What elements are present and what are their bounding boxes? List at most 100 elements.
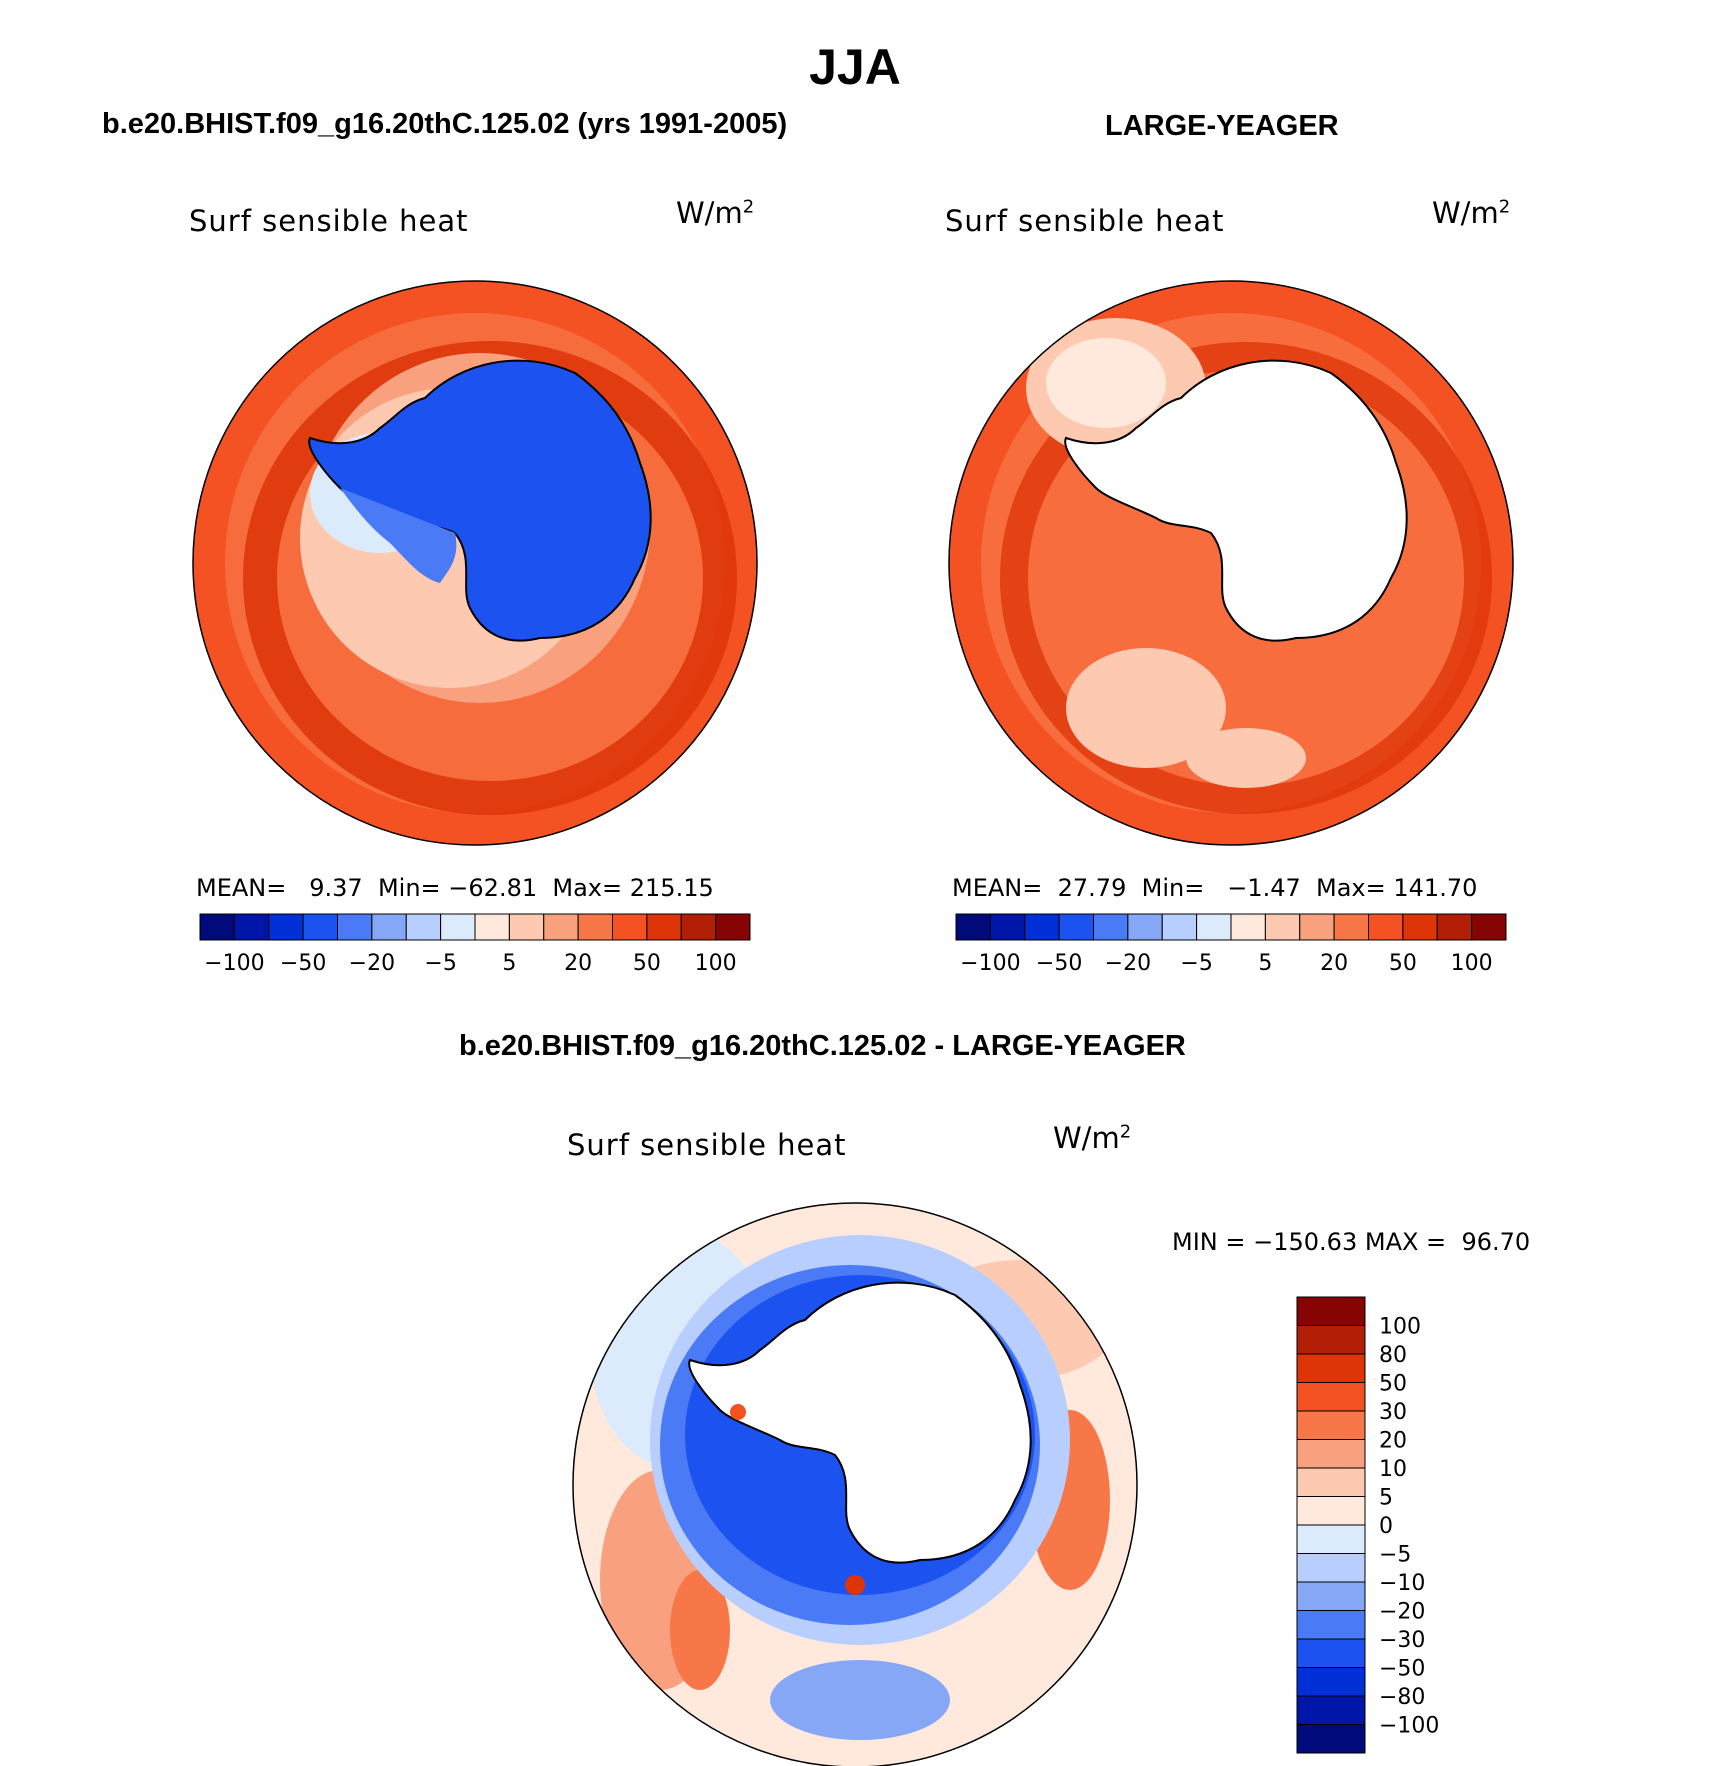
panel2-colorbar-box [1471,913,1507,941]
diff-colorbar-tick-label: −20 [1379,1600,1425,1625]
diff-units: W/m2 [1053,1121,1132,1155]
panel2-units: W/m2 [1432,196,1511,230]
diff-colorbar-box [1296,1581,1366,1611]
diff-colorbar-box [1296,1724,1366,1754]
panel2-colorbar-tick-label: −100 [960,951,1020,976]
panel1-colorbar-tick-label: −20 [349,951,395,976]
diff-colorbar-tick-label: −30 [1379,1628,1425,1653]
panel2-antarctica-shape [1064,359,1408,642]
panel1-colorbar-box [199,913,235,941]
diff-colorbar-tick-label: −10 [1379,1571,1425,1596]
panel2-colorbar-box [1093,913,1129,941]
diff-colorbar-box [1296,1467,1366,1497]
panel1-colorbar-box [268,913,304,941]
panel2-colorbar-box [1402,913,1438,941]
panel2-colorbar-tick-label: −5 [1180,951,1212,976]
diff-antarctica-shape [688,1281,1032,1564]
panel1-polar-map [192,280,758,846]
diff-colorbar-tick-label: −100 [1379,1714,1439,1739]
diff-colorbar-box [1296,1410,1366,1440]
panel1-colorbar-box [440,913,476,941]
diff-colorbar-box [1296,1638,1366,1668]
panel2-stats: MEAN= 27.79 Min= −1.47 Max= 141.70 [952,874,1478,902]
diff-colorbar-tick-label: 5 [1379,1486,1393,1511]
panel1-colorbar: −100 −50 −20 −5 5 20 50 100 [199,913,751,976]
panel1-units: W/m2 [676,196,755,230]
diff-colorbar-tick-label: 20 [1379,1429,1407,1454]
panel2-colorbar-box [1299,913,1335,941]
diff-colorbar-tick-label: −80 [1379,1685,1425,1710]
panel1-colorbar-box [715,913,751,941]
panel1-title: b.e20.BHIST.f09_g16.20thC.125.02 (yrs 19… [102,108,788,140]
panel2-variable-label: Surf sensible heat [945,204,1225,238]
panel2-colorbar: −100 −50 −20 −5 5 20 50 100 [955,913,1507,976]
diff-colorbar-tick-label: 10 [1379,1457,1407,1482]
diff-colorbar-tick-label: −5 [1379,1543,1411,1568]
panel1-colorbar-box [508,913,545,941]
panel1-colorbar-tick-label: −100 [204,951,264,976]
panel2-colorbar-tick-label: −20 [1105,951,1151,976]
panel2-colorbar-tick-label: −50 [1036,951,1082,976]
panel2-colorbar-tick-label: 5 [1258,951,1272,976]
panel2-colorbar-box [1264,913,1301,941]
diff-colorbar-box [1296,1353,1366,1383]
diff-stats: MIN = −150.63 MAX = 96.70 [1172,1228,1531,1256]
panel2-colorbar-box [1058,913,1094,941]
panel1-colorbar-box [474,913,510,941]
diff-colorbar-tick-label: 80 [1379,1343,1407,1368]
panel2-colorbar-box [1368,913,1404,941]
diff-colorbar-box [1296,1496,1366,1526]
diff-colorbar-box [1296,1439,1366,1469]
panel1-antarctica-shape [308,359,652,642]
diff-colorbar-box [1296,1553,1366,1583]
panel2-colorbar-tick-label: 50 [1389,951,1417,976]
panel1-stats: MEAN= 9.37 Min= −62.81 Max= 215.15 [196,874,714,902]
diff-colorbar-box [1296,1325,1366,1355]
panel2-colorbar-box [1024,913,1060,941]
panel1-colorbar-tick-label: 100 [695,951,737,976]
panel1-colorbar-box [233,913,270,941]
panel2-colorbar-box [1333,913,1369,941]
panel1-colorbar-box [337,913,373,941]
panel1-colorbar-box [302,913,338,941]
diff-variable-label: Surf sensible heat [567,1128,847,1162]
diff-polar-map [572,1202,1138,1766]
panel2-colorbar-box [1127,913,1163,941]
diff-panel-title: b.e20.BHIST.f09_g16.20thC.125.02 - LARGE… [459,1030,1186,1062]
diff-colorbar-tick-label: 30 [1379,1400,1407,1425]
panel2-colorbar-tick-label: 100 [1451,951,1493,976]
panel2-colorbar-box [1196,913,1232,941]
panel2-colorbar-box [1436,913,1473,941]
panel2-colorbar-tick-label: 20 [1320,951,1348,976]
diff-colorbar-box [1296,1610,1366,1640]
diff-colorbar-tick-label: −50 [1379,1657,1425,1682]
panel1-colorbar-tick-label: 5 [502,951,516,976]
panel1-colorbar-box [577,913,613,941]
panel1-colorbar-tick-label: −50 [280,951,326,976]
panel1-colorbar-box [612,913,648,941]
diff-colorbar-box [1296,1296,1366,1326]
panel2-title: LARGE-YEAGER [1105,110,1339,142]
diff-colorbar-tick-label: 0 [1379,1514,1393,1539]
diff-colorbar-tick-label: 100 [1379,1315,1421,1340]
panel1-colorbar-box [405,913,442,941]
panel2-polar-map [948,280,1514,846]
panel2-colorbar-box [1230,913,1266,941]
panel1-colorbar-tick-label: 50 [633,951,661,976]
panel1-colorbar-tick-label: 20 [564,951,592,976]
panel1-colorbar-box [371,913,407,941]
panel1-colorbar-box [646,913,682,941]
diff-colorbar-box [1296,1524,1366,1554]
panel2-colorbar-box [1161,913,1198,941]
diff-colorbar-box [1296,1695,1366,1725]
figure-title: JJA [809,39,901,95]
diff-colorbar-tick-label: 50 [1379,1372,1407,1397]
panel1-colorbar-box [680,913,717,941]
diff-colorbar-box [1296,1382,1366,1412]
panel2-colorbar-box [989,913,1026,941]
panel2-colorbar-box [955,913,991,941]
panel1-colorbar-box [543,913,579,941]
diff-colorbar-box [1296,1667,1366,1697]
panel1-colorbar-tick-label: −5 [424,951,456,976]
